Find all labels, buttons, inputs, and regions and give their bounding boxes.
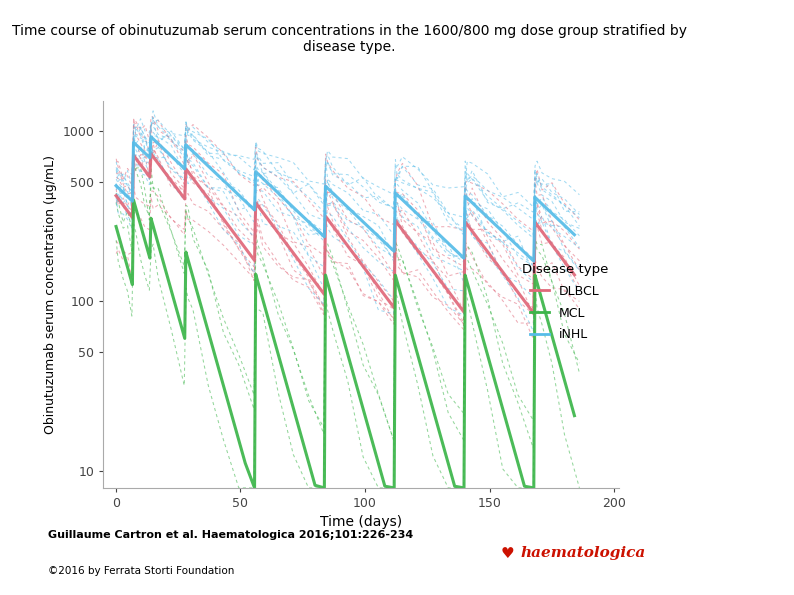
Text: haematologica: haematologica [520, 546, 646, 560]
Text: ©2016 by Ferrata Storti Foundation: ©2016 by Ferrata Storti Foundation [48, 566, 234, 576]
Text: Time course of obinutuzumab serum concentrations in the 1600/800 mg dose group s: Time course of obinutuzumab serum concen… [12, 24, 687, 54]
Text: Guillaume Cartron et al. Haematologica 2016;101:226-234: Guillaume Cartron et al. Haematologica 2… [48, 531, 413, 540]
X-axis label: Time (days): Time (days) [320, 515, 403, 530]
Text: ♥: ♥ [500, 546, 514, 561]
Y-axis label: Obinutuzumab serum concentration (µg/mL): Obinutuzumab serum concentration (µg/mL) [44, 155, 56, 434]
Legend: DLBCL, MCL, iNHL: DLBCL, MCL, iNHL [517, 258, 613, 346]
